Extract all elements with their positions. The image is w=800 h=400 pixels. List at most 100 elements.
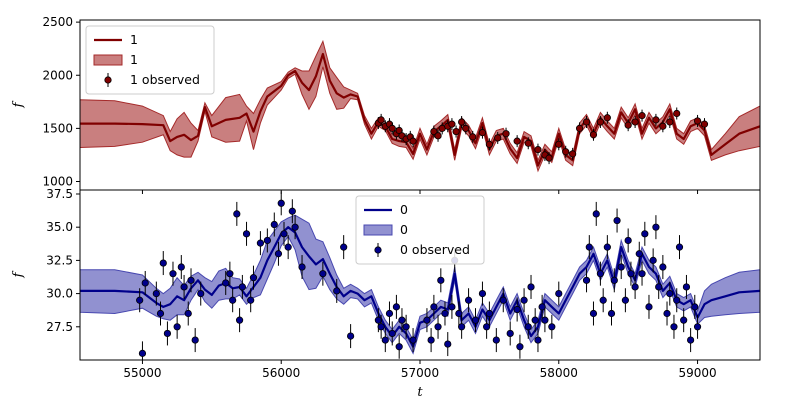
observed-marker — [485, 309, 493, 318]
observed-marker — [284, 243, 292, 251]
observed-marker — [163, 329, 172, 338]
observed-marker — [263, 236, 271, 245]
observed-marker — [610, 276, 618, 284]
observed-marker — [434, 323, 442, 331]
legend-entry-label: 0 observed — [400, 242, 470, 257]
observed-marker — [673, 296, 681, 304]
observed-point — [141, 270, 149, 295]
observed-marker — [513, 305, 521, 314]
observed-marker — [437, 276, 445, 284]
observed-point — [455, 301, 463, 326]
observed-marker — [483, 323, 491, 331]
observed-marker — [680, 316, 688, 324]
observed-point — [527, 274, 535, 299]
observed-marker — [603, 114, 611, 122]
observed-marker — [524, 139, 532, 147]
observed-marker — [499, 296, 507, 304]
observed-point — [545, 152, 553, 165]
observed-marker — [427, 336, 435, 344]
observed-marker — [596, 118, 605, 126]
observed-marker — [187, 276, 195, 284]
observed-marker — [673, 109, 681, 118]
observed-point — [238, 274, 246, 299]
observed-point — [506, 321, 514, 346]
observed-point — [288, 199, 296, 224]
y-tick-label: 1500 — [42, 121, 73, 135]
observed-point — [659, 255, 667, 280]
observed-marker — [270, 220, 278, 229]
observed-marker — [652, 116, 660, 124]
observed-point — [441, 301, 449, 326]
observed-point — [381, 328, 389, 353]
observed-point — [531, 308, 539, 333]
top-panel: 1000 1500 2000 2500 f 1 1 1 observed — [11, 15, 761, 194]
x-axis-label: t — [417, 385, 423, 400]
observed-marker — [377, 116, 385, 124]
observed-marker — [138, 349, 147, 357]
observed-marker — [520, 296, 528, 304]
observed-marker — [242, 230, 251, 238]
plot-area — [80, 39, 760, 173]
observed-marker — [385, 309, 394, 318]
legend-entry-label: 1 observed — [130, 72, 200, 87]
observed-point — [184, 301, 192, 326]
observed-marker — [235, 316, 244, 324]
observed-marker — [531, 316, 539, 324]
observed-point — [430, 125, 438, 138]
observed-marker — [652, 223, 660, 231]
y-tick-label: 27.5 — [46, 320, 73, 334]
observed-marker — [666, 289, 674, 298]
observed-marker — [555, 140, 563, 148]
observed-point — [471, 308, 480, 333]
observed-marker — [392, 303, 401, 311]
observed-point — [627, 261, 635, 286]
observed-marker — [700, 120, 709, 128]
observed-point — [562, 145, 570, 158]
legend-marker-swatch — [104, 76, 112, 84]
observed-point — [638, 261, 646, 286]
observed-marker — [603, 243, 611, 251]
observed-marker — [444, 340, 452, 348]
observed-marker — [471, 316, 480, 324]
observed-marker — [377, 323, 385, 331]
observed-point — [319, 261, 327, 286]
observed-marker — [631, 283, 639, 291]
observed-point — [229, 288, 237, 313]
observed-point — [187, 268, 195, 293]
observed-point — [483, 314, 491, 339]
observed-point — [263, 228, 271, 253]
observed-point — [452, 125, 460, 138]
observed-marker — [659, 263, 667, 271]
observed-point — [347, 324, 355, 349]
observed-point — [513, 135, 521, 148]
observed-marker — [534, 146, 542, 154]
observed-point — [226, 261, 234, 286]
observed-marker — [599, 296, 607, 304]
observed-point — [434, 314, 442, 339]
observed-marker — [691, 303, 699, 311]
legend-box — [85, 25, 215, 95]
plot-area — [80, 191, 760, 360]
observed-point — [402, 314, 410, 339]
legend-marker-swatch — [374, 246, 382, 254]
observed-point — [177, 255, 185, 280]
x-tick-label: 56000 — [262, 366, 300, 380]
observed-marker — [478, 289, 487, 298]
observed-marker — [395, 343, 403, 351]
y-tick-label: 2000 — [42, 68, 73, 82]
observed-point — [502, 127, 510, 140]
y-tick-label: 37.5 — [46, 187, 73, 201]
observed-marker — [693, 117, 702, 125]
observed-point — [569, 147, 577, 160]
observed-point — [631, 116, 639, 128]
observed-point — [180, 274, 188, 299]
observed-marker — [638, 270, 646, 278]
observed-marker — [298, 263, 306, 271]
observed-point — [388, 122, 396, 135]
observed-marker — [649, 256, 657, 264]
observed-point — [652, 215, 660, 240]
observed-marker — [398, 316, 406, 324]
observed-point — [478, 281, 487, 306]
observed-marker — [169, 270, 177, 278]
observed-marker — [585, 243, 593, 251]
